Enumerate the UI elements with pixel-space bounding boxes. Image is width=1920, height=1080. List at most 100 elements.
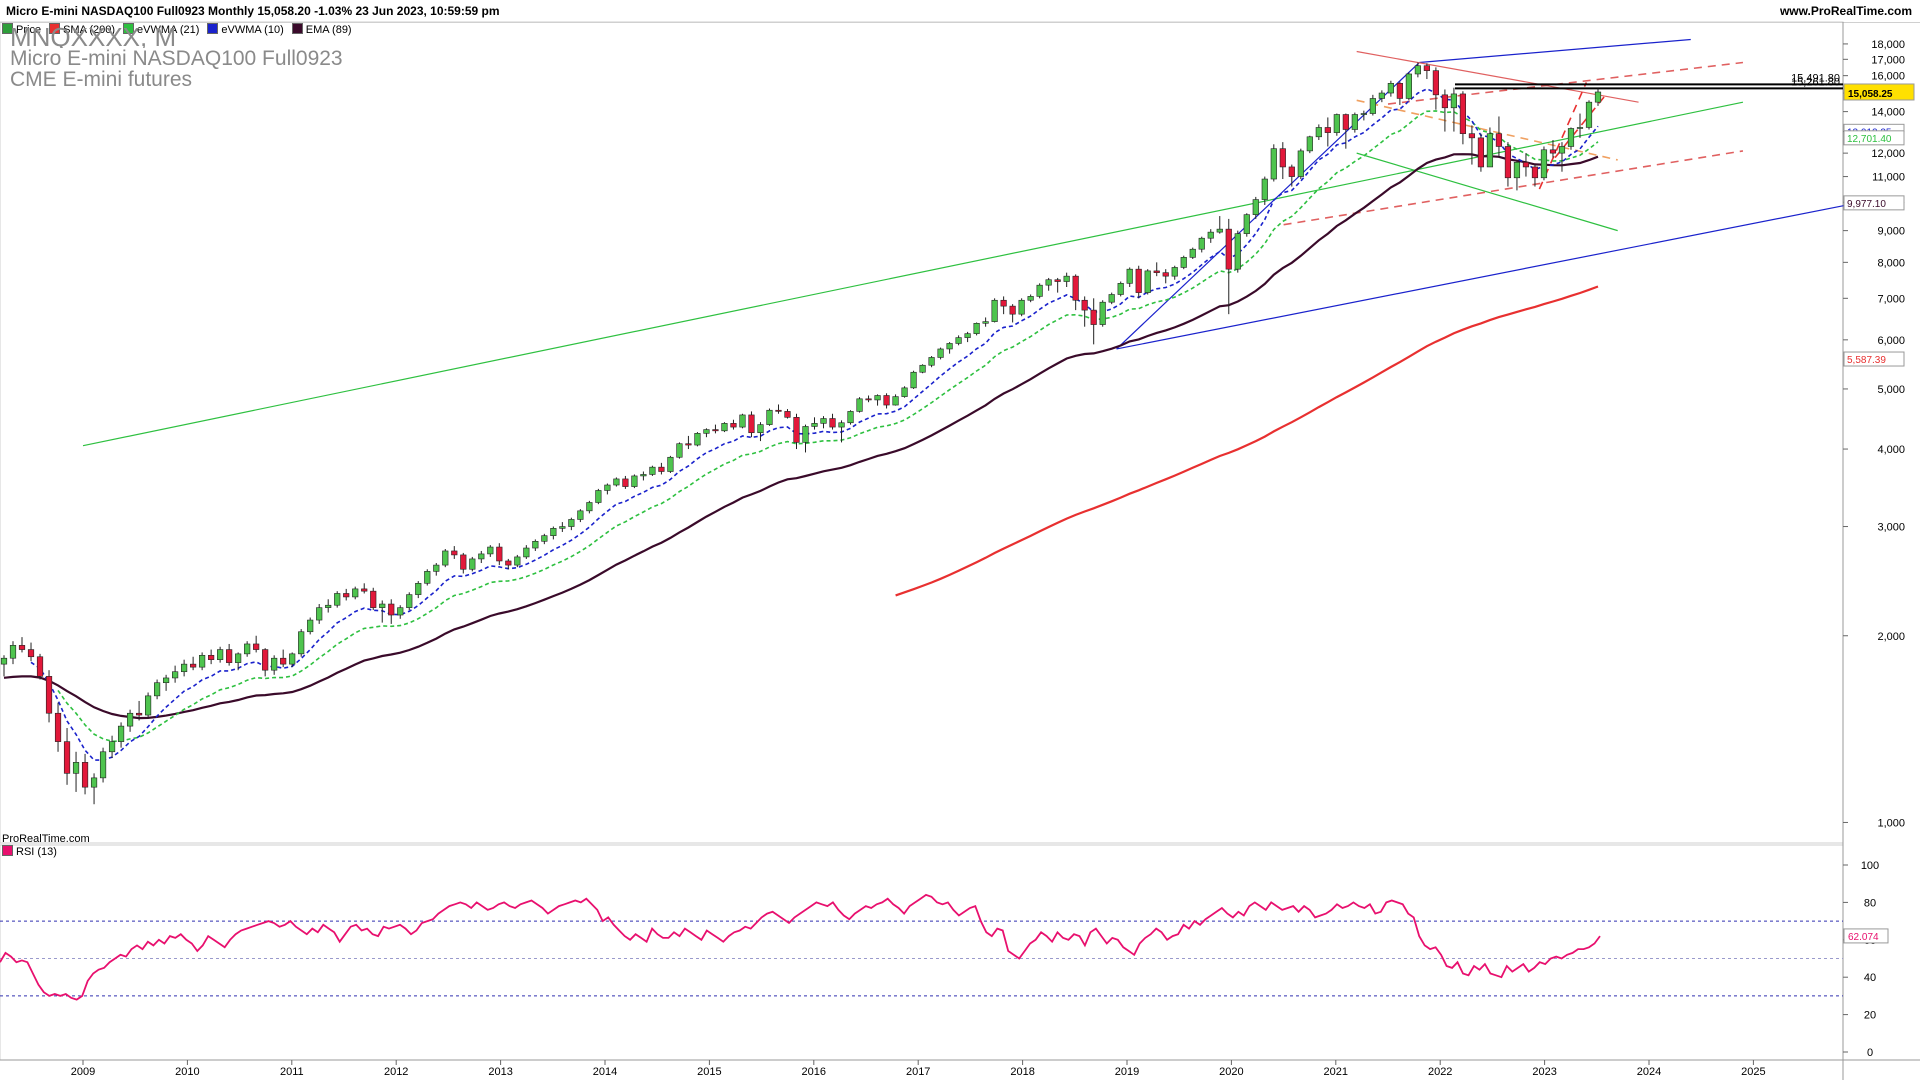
candle-body	[415, 582, 422, 595]
legend-item[interactable]: EMA (89)	[291, 22, 352, 38]
candle	[1162, 269, 1169, 284]
candle	[1117, 281, 1124, 297]
candle-body	[379, 603, 386, 608]
candle	[694, 432, 701, 447]
rsi-last-box	[1843, 928, 1889, 944]
candle-body	[1495, 133, 1503, 147]
candle-body	[1018, 299, 1025, 315]
x-tick-label: 2012	[384, 1066, 408, 1078]
candle	[1324, 117, 1331, 147]
candle	[1486, 127, 1494, 168]
x-tick-label: 2019	[1115, 1066, 1139, 1078]
candle-body	[667, 456, 674, 472]
candle	[280, 649, 287, 668]
candle-body	[36, 656, 44, 677]
candle-body	[1243, 214, 1250, 234]
candle	[721, 422, 728, 433]
trendline	[1283, 150, 1744, 226]
candle-body	[1351, 114, 1358, 130]
legend-item[interactable]: eVWMA (21)	[123, 22, 199, 38]
candle	[1360, 110, 1367, 121]
candle	[1567, 127, 1575, 150]
legend-item[interactable]: Price	[2, 22, 41, 38]
trendline	[1419, 38, 1691, 64]
candle	[532, 539, 539, 551]
legend-label: EMA (89)	[305, 24, 352, 36]
x-tick-label: 2020	[1219, 1066, 1243, 1078]
y-tick-label: 2,000	[1877, 631, 1905, 643]
candle	[126, 709, 134, 732]
candle	[1099, 300, 1106, 327]
candle	[190, 656, 197, 671]
sma-200-line	[895, 285, 1599, 597]
candle	[1423, 63, 1430, 80]
candle	[892, 394, 899, 406]
legend-item[interactable]: eVWMA (10)	[207, 22, 284, 38]
candle	[27, 642, 35, 662]
candle-body	[9, 645, 17, 659]
y-tick-label: 9,000	[1877, 226, 1905, 238]
candle-body	[505, 560, 512, 566]
legend-item[interactable]: SMA (200)	[49, 22, 115, 38]
candle-body	[397, 607, 404, 616]
candle-body	[433, 564, 440, 572]
y-tick-label: 8,000	[1877, 257, 1905, 269]
candle	[1459, 91, 1467, 145]
candle-body	[937, 348, 944, 358]
x-tick-label: 2024	[1637, 1066, 1661, 1078]
candle-body	[1279, 148, 1286, 168]
candle-body	[253, 643, 260, 650]
candle-body	[1009, 305, 1016, 315]
candle-body	[163, 677, 170, 684]
price-badge-text: 5,587.39	[1847, 355, 1886, 366]
candle-body	[316, 607, 323, 621]
candle	[244, 641, 251, 657]
candle	[235, 652, 242, 671]
candle	[1297, 148, 1304, 180]
rsi-line	[0, 893, 1601, 1001]
price-badge: 12,701.40	[1843, 130, 1905, 146]
candle	[478, 550, 485, 564]
y-tick-label: 18,000	[1871, 39, 1905, 51]
candle-body	[63, 741, 71, 774]
rsi-panel-frame	[0, 844, 1844, 1061]
candle-body	[586, 502, 593, 512]
candle	[1279, 142, 1286, 180]
candle-body	[1225, 228, 1232, 270]
x-tick-label: 2015	[697, 1066, 721, 1078]
candle-body	[469, 558, 476, 570]
candle	[1387, 80, 1394, 97]
candle-body	[973, 322, 980, 334]
candle-body	[135, 712, 143, 716]
candle-body	[703, 429, 710, 434]
candle-body	[343, 593, 350, 598]
candle	[1126, 267, 1133, 288]
candle	[1594, 88, 1602, 106]
candle	[307, 617, 314, 635]
candle-body	[144, 695, 152, 716]
candle-body	[1216, 228, 1223, 233]
site-link[interactable]: www.ProRealTime.com	[1779, 4, 1912, 18]
instrument-symbol: MNQXXXX, M	[10, 26, 177, 48]
candle	[181, 659, 188, 677]
candle	[135, 700, 143, 721]
candle	[1522, 153, 1530, 177]
candle	[163, 674, 170, 691]
candle	[811, 417, 818, 430]
candle	[1270, 144, 1277, 182]
y-tick-label: 14,000	[1871, 107, 1905, 119]
y-tick-label: 11,000	[1872, 172, 1905, 184]
candle	[117, 722, 125, 748]
candle-body	[81, 762, 89, 788]
legend-label: eVWMA (10)	[221, 24, 284, 36]
candle-body	[1036, 284, 1043, 297]
trendline	[1387, 61, 1744, 105]
candle-body	[99, 751, 107, 779]
candle	[172, 665, 179, 683]
candle	[45, 670, 53, 723]
candle-body	[1387, 83, 1394, 94]
candle-body	[307, 619, 314, 633]
horizontal-level-label: 15,261.80	[1791, 76, 1840, 88]
candle-body	[1441, 94, 1448, 109]
